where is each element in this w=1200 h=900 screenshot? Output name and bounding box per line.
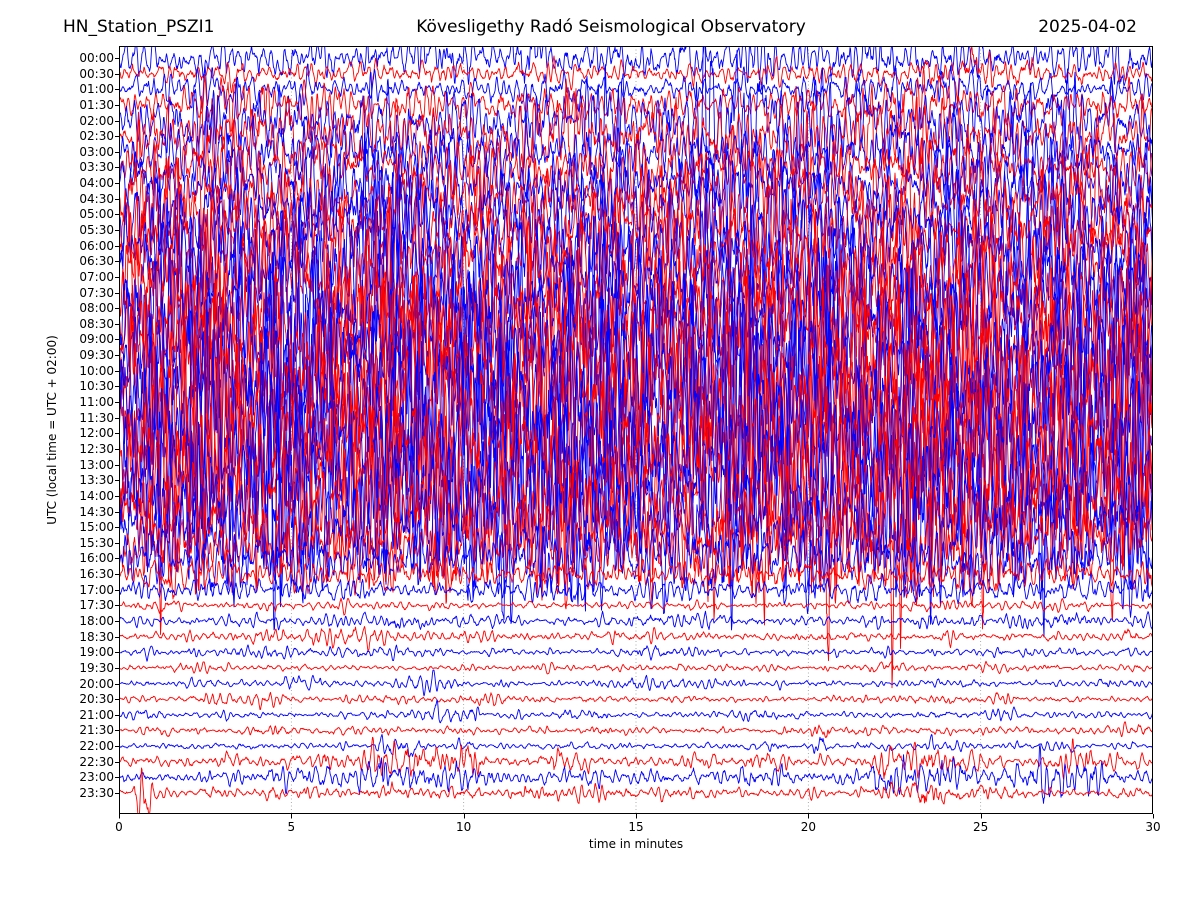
y-tick-label: 00:30 — [79, 66, 114, 81]
y-tick-label: 04:00 — [79, 176, 114, 191]
y-tick-label: 11:30 — [79, 410, 114, 425]
x-axis-label: time in minutes — [588, 837, 684, 851]
y-tick-label: 06:00 — [79, 238, 114, 253]
x-tick-label: 0 — [115, 820, 123, 834]
y-tick-label: 02:00 — [79, 113, 114, 128]
y-tick-label: 12:30 — [79, 441, 114, 456]
y-tick-label: 22:30 — [79, 754, 114, 769]
y-tick-label: 07:30 — [79, 285, 114, 300]
y-tick-label: 06:30 — [79, 254, 114, 269]
y-tick-label: 21:00 — [79, 707, 114, 722]
y-tick-label: 08:30 — [79, 316, 114, 331]
y-tick-label: 18:00 — [79, 613, 114, 628]
y-tick-label: 17:00 — [79, 582, 114, 597]
y-tick-label: 07:00 — [79, 269, 114, 284]
y-tick-label: 20:30 — [79, 692, 114, 707]
y-tick-label: 18:30 — [79, 629, 114, 644]
y-tick-label: 08:00 — [79, 301, 114, 316]
y-tick-label: 22:00 — [79, 739, 114, 754]
y-tick-label: 05:00 — [79, 207, 114, 222]
y-tick-label: 19:30 — [79, 660, 114, 675]
y-tick-label: 05:30 — [79, 223, 114, 238]
y-tick-label: 12:00 — [79, 426, 114, 441]
y-tick-label: 09:30 — [79, 348, 114, 363]
y-tick-label: 21:30 — [79, 723, 114, 738]
y-tick-label: 16:30 — [79, 567, 114, 582]
x-tick-label: 25 — [973, 820, 989, 834]
y-tick-label: 17:30 — [79, 598, 114, 613]
y-tick-label: 02:30 — [79, 129, 114, 144]
y-tick-label: 15:30 — [79, 535, 114, 550]
y-tick-label: 13:30 — [79, 473, 114, 488]
y-tick-label: 04:30 — [79, 191, 114, 206]
x-tick-label: 20 — [800, 820, 816, 834]
y-tick-label: 03:30 — [79, 160, 114, 175]
y-tick-label: 03:00 — [79, 144, 114, 159]
x-tick-label: 10 — [456, 820, 472, 834]
y-tick-label: 19:00 — [79, 645, 114, 660]
y-tick-label: 11:00 — [79, 395, 114, 410]
y-tick-label: 14:00 — [79, 488, 114, 503]
y-tick-label: 15:00 — [79, 520, 114, 535]
x-tick-label: 5 — [287, 820, 296, 834]
station-title: HN_Station_PSZI1 — [63, 17, 215, 37]
y-tick-label: 01:00 — [79, 82, 114, 97]
y-tick-label: 23:30 — [79, 786, 114, 800]
y-tick-label: 16:00 — [79, 551, 114, 566]
x-tick-label: 15 — [628, 820, 644, 834]
observatory-title: Kövesligethy Radó Seismological Observat… — [416, 17, 806, 37]
date-title: 2025-04-02 — [1038, 17, 1137, 37]
y-tick-label: 20:00 — [79, 676, 114, 691]
y-tick-label: 00:00 — [79, 51, 114, 65]
y-tick-label: 09:00 — [79, 332, 114, 347]
y-tick-label: 13:00 — [79, 457, 114, 472]
y-tick-label: 10:30 — [79, 379, 114, 394]
y-tick-label: 10:00 — [79, 363, 114, 378]
x-tick-label: 30 — [1145, 820, 1161, 834]
y-tick-label: 23:00 — [79, 770, 114, 785]
y-tick-label: 01:30 — [79, 97, 114, 112]
y-tick-label: 14:30 — [79, 504, 114, 519]
y-axis-label: UTC (local time = UTC + 02:00) — [45, 335, 59, 525]
